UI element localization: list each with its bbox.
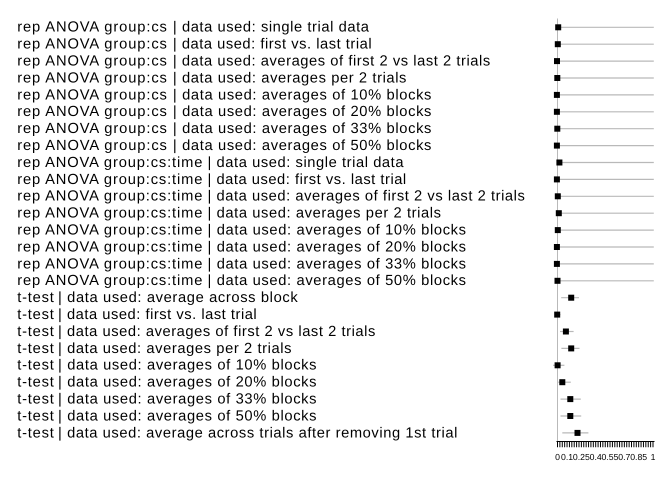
svg-text:0.55: 0.55 [602, 452, 619, 462]
svg-text:rep ANOVA group:cs:time| data: rep ANOVA group:cs:time | data used: aver… [17, 206, 441, 222]
svg-text:t-test| data used: averages pe: t-test | data used: averages per 2 trials [17, 341, 291, 357]
svg-text:0.85: 0.85 [630, 452, 647, 462]
svg-text:t-test| data used: averages of: t-test | data used: averages of 10% block… [17, 358, 316, 374]
svg-text:t-test| data used: averages of: t-test | data used: averages of 50% block… [17, 408, 316, 424]
svg-text:t-test| data used: averages of: t-test | data used: averages of 20% block… [17, 375, 316, 391]
svg-text:t-test| data used: averages of: t-test | data used: averages of 33% block… [17, 392, 316, 408]
svg-text:rep ANOVA group:cs:time| data: rep ANOVA group:cs:time | data used: aver… [17, 223, 466, 239]
svg-text:0.1: 0.1 [561, 452, 573, 462]
svg-text:rep ANOVA group:cs| data used:: rep ANOVA group:cs | data used: single tr… [17, 20, 370, 36]
svg-text:rep ANOVA group:cs:time| data: rep ANOVA group:cs:time | data used: aver… [17, 239, 466, 255]
svg-text:0.4: 0.4 [590, 452, 602, 462]
svg-text:0.7: 0.7 [618, 452, 630, 462]
svg-text:rep ANOVA group:cs:time| data: rep ANOVA group:cs:time | data used: sing… [17, 155, 404, 171]
svg-text:rep ANOVA group:cs:time| data: rep ANOVA group:cs:time | data used: firs… [17, 172, 406, 188]
svg-text:t-test| data used: first vs. l: t-test | data used: first vs. last trial [17, 307, 257, 323]
svg-text:1: 1 [651, 452, 656, 462]
svg-text:rep ANOVA group:cs:time| data: rep ANOVA group:cs:time | data used: aver… [17, 189, 525, 205]
svg-text:rep ANOVA group:cs| data used:: rep ANOVA group:cs | data used: averages … [17, 70, 406, 86]
svg-text:0: 0 [555, 452, 560, 462]
svg-text:rep ANOVA group:cs| data used:: rep ANOVA group:cs | data used: averages … [17, 54, 490, 70]
svg-text:rep ANOVA group:cs:time| data: rep ANOVA group:cs:time | data used: aver… [17, 256, 466, 272]
svg-text:rep ANOVA group:cs| data used:: rep ANOVA group:cs | data used: averages … [17, 87, 431, 103]
svg-text:t-test| data used: average acr: t-test | data used: average across block [17, 290, 298, 306]
svg-text:rep ANOVA group:cs| data used:: rep ANOVA group:cs | data used: first vs.… [17, 37, 371, 53]
svg-text:rep ANOVA group:cs:time| data: rep ANOVA group:cs:time | data used: aver… [17, 273, 466, 289]
svg-text:0.25: 0.25 [573, 452, 590, 462]
svg-text:t-test| data used: averages of: t-test | data used: averages of first 2 v… [17, 324, 375, 340]
svg-text:rep ANOVA group:cs| data used:: rep ANOVA group:cs | data used: averages … [17, 138, 431, 154]
svg-text:rep ANOVA group:cs| data used:: rep ANOVA group:cs | data used: averages … [17, 121, 431, 137]
svg-text:t-test| data used: average acr: t-test | data used: average across trials… [17, 425, 457, 441]
svg-text:rep ANOVA group:cs| data used:: rep ANOVA group:cs | data used: averages … [17, 104, 431, 120]
